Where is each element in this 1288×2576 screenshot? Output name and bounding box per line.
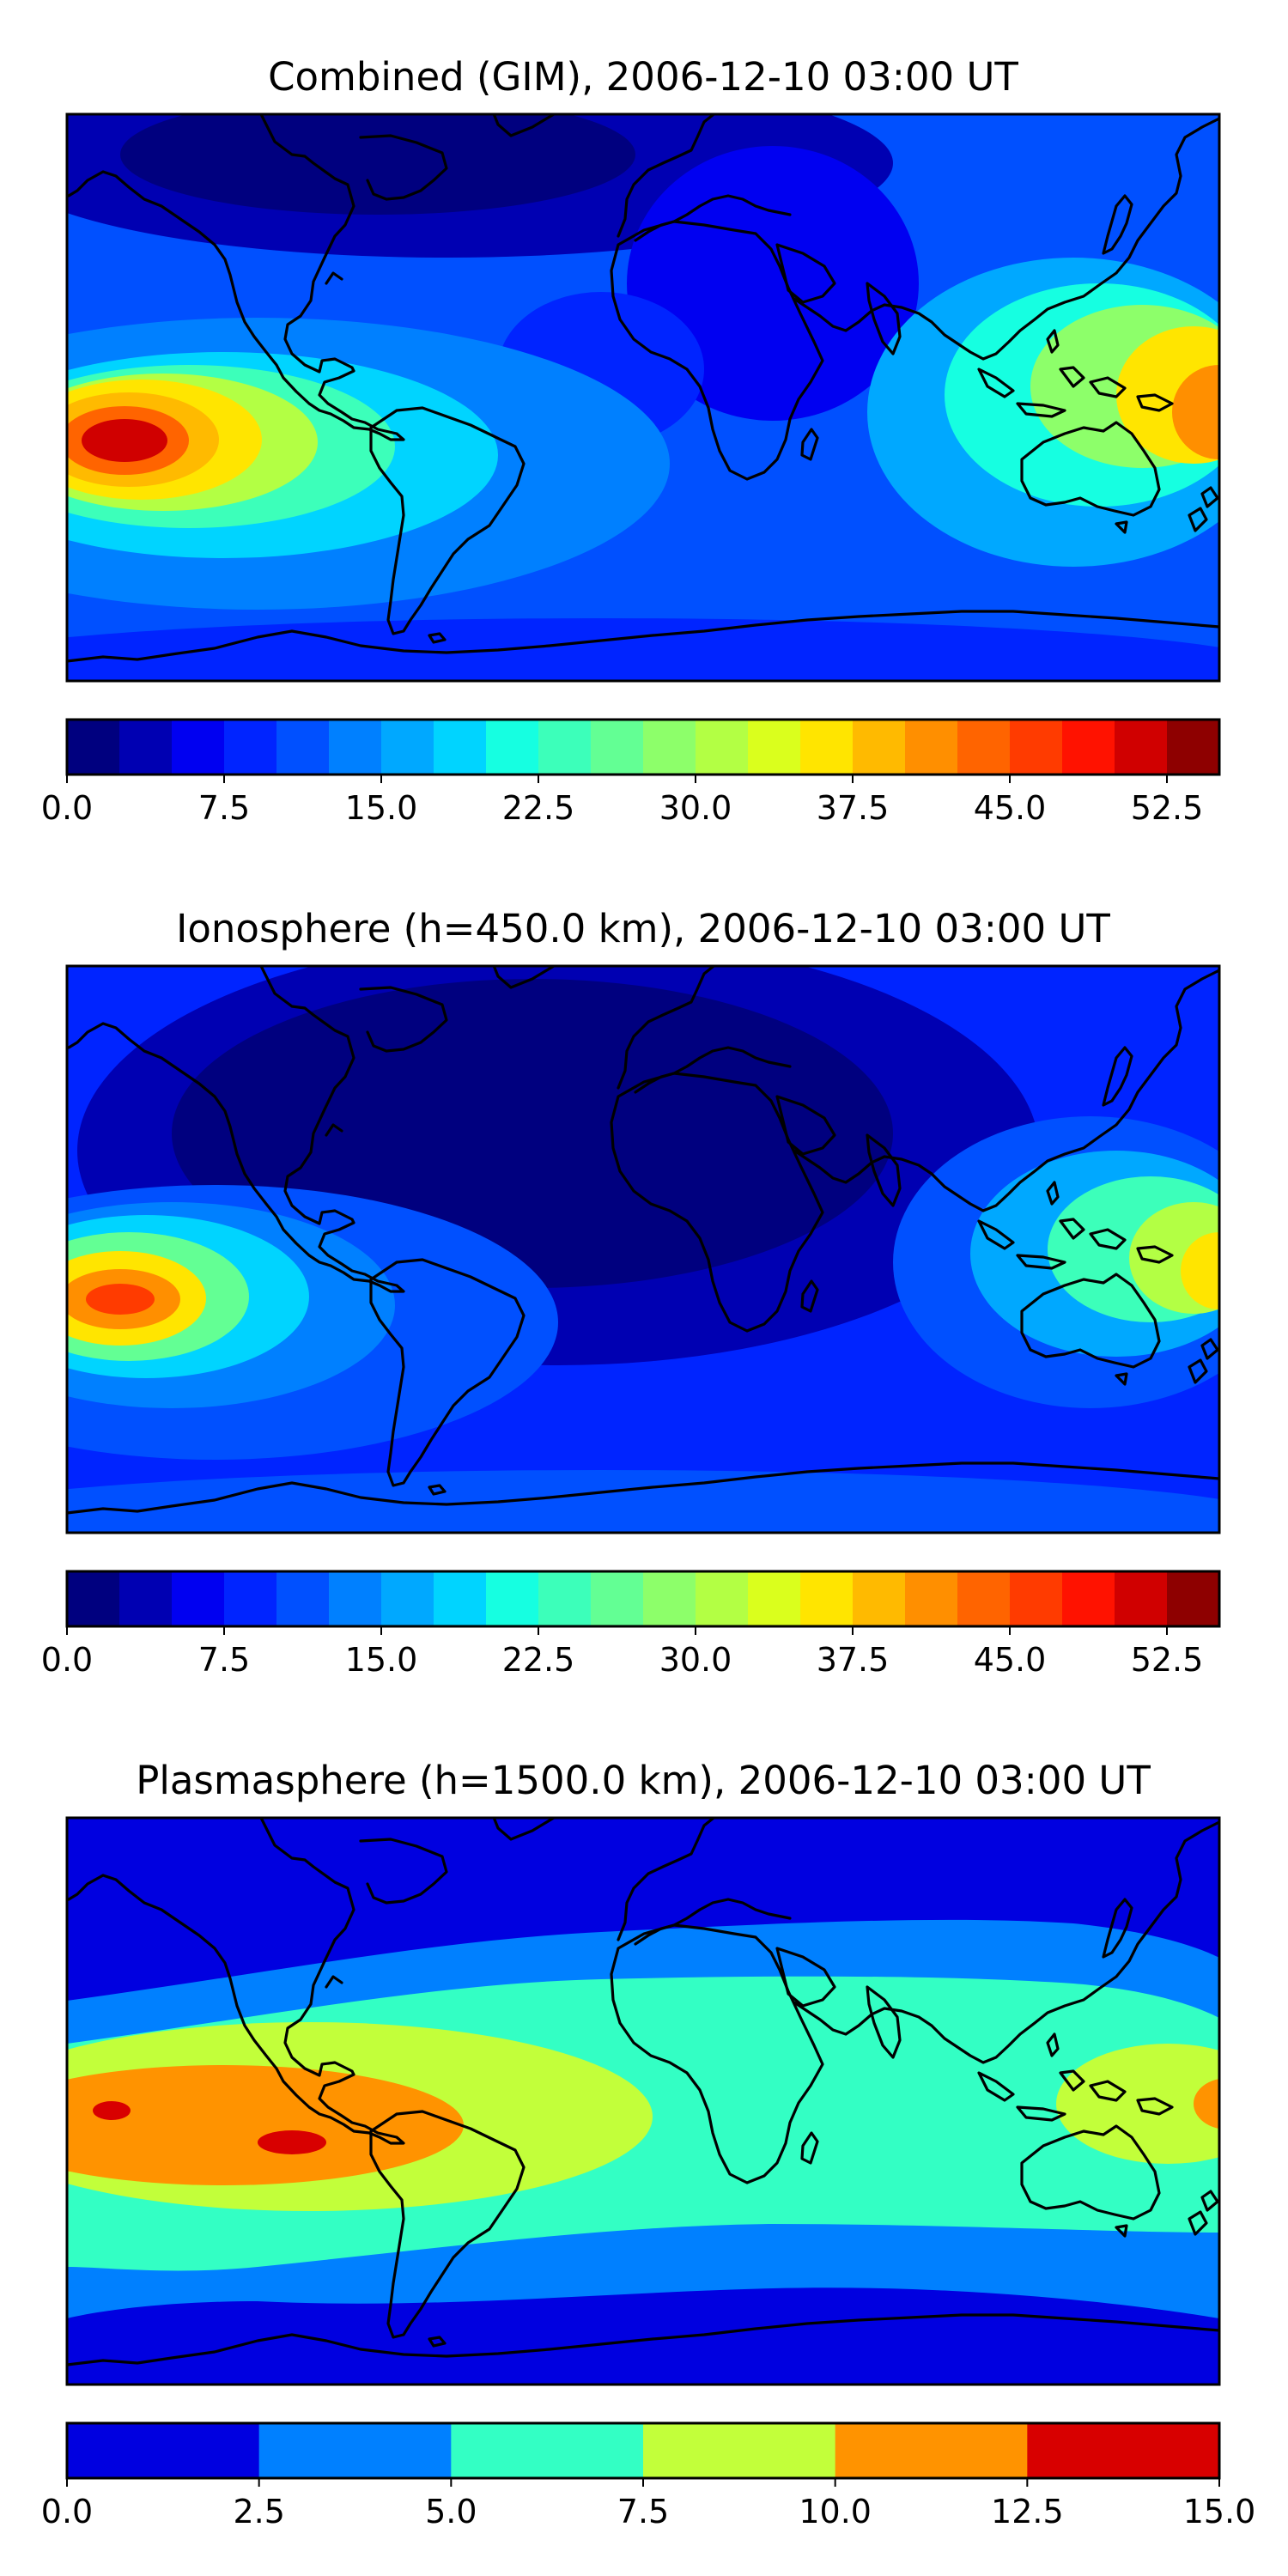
- colorbar-tick-label: 52.5: [1131, 1641, 1204, 1679]
- panel-ionosphere: Ionosphere (h=450.0 km), 2006-12-10 03:0…: [41, 906, 1221, 1679]
- colorbar-swatch: [591, 720, 644, 775]
- colorbar: 0.0 2.5 5.0 7.5 10.0 12.5 15.0: [41, 2421, 1256, 2530]
- tec-field-map: [67, 1818, 1219, 2385]
- colorbar-swatch: [1167, 720, 1220, 775]
- panel-plasmasphere: Plasmasphere (h=1500.0 km), 2006-12-10 0…: [41, 1758, 1256, 2530]
- map-frame: [65, 964, 1221, 1534]
- colorbar-tick-label: 30.0: [659, 1641, 732, 1679]
- colorbar-swatch: [381, 720, 434, 775]
- colorbar-swatch: [224, 720, 277, 775]
- colorbar-swatch: [591, 1571, 644, 1626]
- colorbar-tick-label: 37.5: [817, 789, 890, 827]
- colorbar-swatch: [67, 2423, 260, 2478]
- colorbar-swatch: [172, 720, 225, 775]
- colorbar-swatch: [905, 1571, 958, 1626]
- colorbar-swatch: [1010, 720, 1063, 775]
- colorbar-tick-label: 0.0: [41, 789, 93, 827]
- colorbar-frame: [65, 718, 1221, 776]
- colorbar-tick-label: 30.0: [659, 789, 732, 827]
- colorbar-swatch: [276, 720, 330, 775]
- colorbar-swatch: [67, 1571, 120, 1626]
- colorbar-tick-label: 7.5: [198, 789, 250, 827]
- map-frame: [65, 1816, 1221, 2386]
- colorbar-tick-label: 45.0: [974, 789, 1047, 827]
- panel-title: Combined (GIM), 2006-12-10 03:00 UT: [268, 54, 1018, 100]
- colorbar-swatch: [486, 1571, 539, 1626]
- colorbar-swatch: [1027, 2423, 1220, 2478]
- map-frame: [65, 112, 1221, 683]
- colorbar-swatch: [329, 1571, 382, 1626]
- colorbar-tick-label: 10.0: [799, 2493, 872, 2530]
- colorbar-ticks: 0.0 2.5 5.0 7.5 10.0 12.5 15.0: [41, 2478, 1256, 2530]
- colorbar-swatch: [1010, 1571, 1063, 1626]
- colorbar-tick-label: 7.5: [617, 2493, 669, 2530]
- colorbar-swatch: [486, 720, 539, 775]
- colorbar-swatch: [853, 1571, 906, 1626]
- colorbar-swatch: [835, 2423, 1028, 2478]
- colorbar-swatch: [1062, 1571, 1115, 1626]
- colorbar-tick-label: 7.5: [198, 1641, 250, 1679]
- colorbar-tick-label: 15.0: [345, 1641, 418, 1679]
- colorbar-swatch: [119, 1571, 173, 1626]
- colorbar-tick-label: 2.5: [233, 2493, 284, 2530]
- colorbar-swatch: [434, 1571, 487, 1626]
- colorbar-swatch: [67, 720, 120, 775]
- colorbar-swatch: [957, 720, 1011, 775]
- colorbar-swatch: [1115, 720, 1168, 775]
- panel-title: Ionosphere (h=450.0 km), 2006-12-10 03:0…: [176, 906, 1110, 951]
- panel-combined: Combined (GIM), 2006-12-10 03:00 UT: [41, 54, 1221, 827]
- colorbar-frame: [65, 1570, 1221, 1628]
- colorbar: 0.0 7.5 15.0 22.5 30.0 37.5 45.0 52.5: [41, 718, 1221, 827]
- colorbar-swatch: [957, 1571, 1011, 1626]
- colorbar-tick-label: 0.0: [41, 1641, 93, 1679]
- colorbar-swatch: [905, 720, 958, 775]
- colorbar-swatch: [800, 1571, 854, 1626]
- colorbar-swatch: [853, 720, 906, 775]
- colorbar-swatch: [748, 1571, 801, 1626]
- colorbar-swatch: [381, 1571, 434, 1626]
- colorbar-tick-label: 15.0: [1183, 2493, 1256, 2530]
- panel-title: Plasmasphere (h=1500.0 km), 2006-12-10 0…: [136, 1758, 1151, 1803]
- colorbar-swatch: [1167, 1571, 1220, 1626]
- colorbar-swatch: [1062, 720, 1115, 775]
- colorbar: 0.0 7.5 15.0 22.5 30.0 37.5 45.0 52.5: [41, 1570, 1221, 1679]
- colorbar-swatch: [800, 720, 854, 775]
- colorbar-swatch: [643, 2423, 836, 2478]
- colorbar-tick-label: 0.0: [41, 2493, 93, 2530]
- colorbar-tick-label: 15.0: [345, 789, 418, 827]
- colorbar-swatch: [538, 1571, 592, 1626]
- tec-field-map: [67, 114, 1219, 681]
- colorbar-tick-label: 22.5: [502, 1641, 575, 1679]
- tec-field-map: [67, 966, 1219, 1533]
- colorbar-swatch: [1115, 1571, 1168, 1626]
- colorbar-swatches: [67, 720, 1220, 775]
- colorbar-tick-label: 22.5: [502, 789, 575, 827]
- colorbar-swatch: [434, 720, 487, 775]
- colorbar-tick-label: 37.5: [817, 1641, 890, 1679]
- colorbar-tick-label: 12.5: [991, 2493, 1064, 2530]
- colorbar-swatch: [276, 1571, 330, 1626]
- colorbar-swatch: [258, 2423, 452, 2478]
- colorbar-tick-label: 52.5: [1131, 789, 1204, 827]
- colorbar-swatch: [696, 720, 749, 775]
- colorbar-swatch: [329, 720, 382, 775]
- colorbar-ticks: 0.0 7.5 15.0 22.5 30.0 37.5 45.0 52.5: [41, 1626, 1204, 1679]
- colorbar-tick-label: 5.0: [425, 2493, 477, 2530]
- colorbar-swatches: [67, 1571, 1220, 1626]
- colorbar-swatch: [451, 2423, 644, 2478]
- colorbar-swatch: [538, 720, 592, 775]
- colorbar-swatch: [224, 1571, 277, 1626]
- colorbar-tick-label: 45.0: [974, 1641, 1047, 1679]
- colorbar-swatch: [696, 1571, 749, 1626]
- colorbar-swatch: [748, 720, 801, 775]
- colorbar-swatch: [643, 1571, 696, 1626]
- colorbar-swatch: [172, 1571, 225, 1626]
- colorbar-swatch: [119, 720, 173, 775]
- colorbar-swatches: [67, 2423, 1220, 2478]
- colorbar-swatch: [643, 720, 696, 775]
- colorbar-ticks: 0.0 7.5 15.0 22.5 30.0 37.5 45.0 52.5: [41, 775, 1204, 827]
